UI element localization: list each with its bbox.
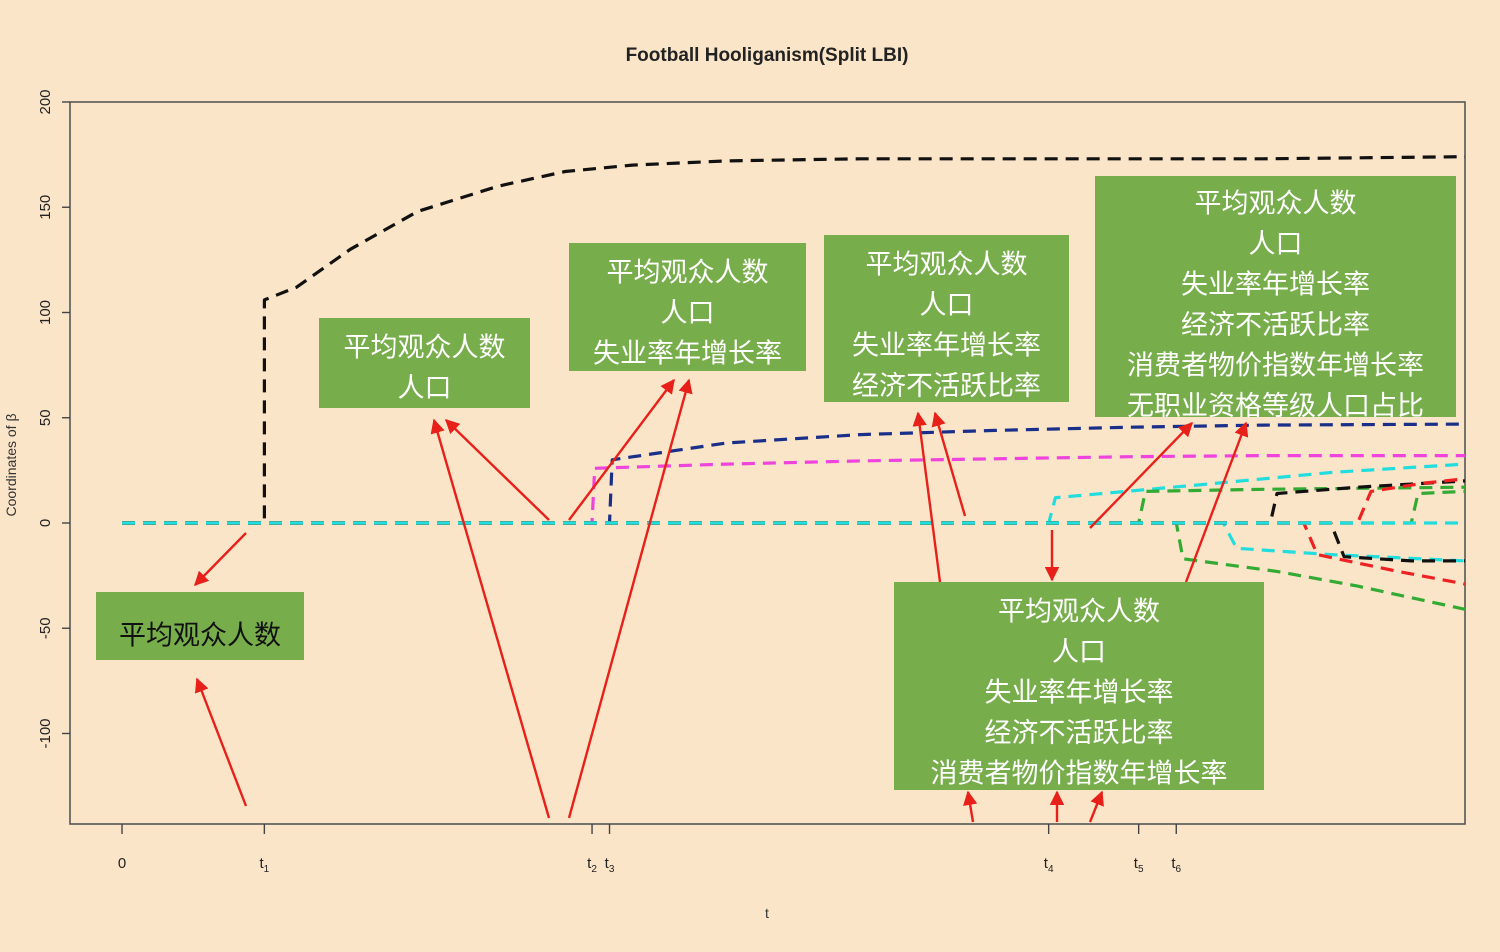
y-tick-label: 150 [37, 195, 54, 220]
annotation-line: 失业率年增长率 [852, 331, 1041, 362]
x-tick-label: t6 [1171, 855, 1181, 875]
y-tick-label: -50 [37, 617, 54, 639]
series-line-1 [122, 155, 1466, 525]
annotation-line: 经济不活跃比率 [985, 718, 1174, 749]
annotation-arrow [1088, 790, 1104, 823]
annotation-line: 平均观众人数 [607, 258, 769, 289]
series-line-10 [122, 521, 1466, 586]
annotation-arrow [1089, 421, 1194, 529]
annotation-line: 经济不活跃比率 [1181, 310, 1370, 341]
series-line-3 [122, 454, 1465, 525]
annotation-box-4 [824, 235, 1069, 402]
annotation-arrow [568, 378, 675, 521]
y-tick-label: 50 [37, 409, 54, 426]
series-line-8 [122, 479, 1466, 525]
y-tick-label: 100 [37, 300, 54, 325]
series-line-2 [122, 422, 1466, 525]
annotation-line: 无职业资格等级人口占比 [1127, 391, 1424, 422]
annotation-line: 人口 [920, 290, 974, 321]
annotation-line: 平均观众人数 [344, 333, 506, 364]
x-tick-label: 0 [118, 855, 126, 872]
series-line-5 [122, 485, 1466, 525]
x-tick-label: t5 [1134, 855, 1144, 875]
annotation-line: 平均观众人数 [866, 250, 1028, 281]
series-line-11 [122, 477, 1466, 525]
annotation-line: 人口 [661, 298, 715, 329]
series-line-12 [122, 489, 1466, 525]
annotation-arrow [1184, 421, 1249, 583]
series-line-7 [122, 521, 1466, 563]
y-tick-label: 200 [37, 89, 54, 114]
y-tick-label: 0 [37, 519, 54, 527]
y-tick-label: -100 [37, 718, 54, 748]
plot-frame [69, 101, 1466, 825]
annotation-line: 人口 [1249, 229, 1303, 260]
x-tick-label: t2 [587, 855, 597, 875]
annotation-line: 人口 [1052, 637, 1106, 668]
annotation-box-6 [894, 582, 1264, 790]
annotation-arrow [193, 532, 247, 587]
series-line-9 [122, 521, 1465, 563]
annotation-arrow [430, 418, 551, 819]
x-tick-label: t3 [605, 855, 615, 875]
annotation-box-3 [569, 243, 806, 371]
annotation-line: 人口 [398, 373, 452, 404]
annotation-line: 经济不活跃比率 [852, 371, 1041, 402]
annotation-arrow [912, 411, 942, 583]
annotation-arrow [963, 790, 978, 823]
annotation-line: 失业率年增长率 [593, 339, 782, 370]
chart-title: Football Hooliganism(Split LBI) [626, 45, 909, 66]
annotation-arrow [444, 418, 550, 521]
annotation-box-2 [319, 318, 530, 408]
y-axis-label: Coordinates of β [3, 414, 19, 517]
annotation-arrow [194, 677, 248, 807]
annotation-line: 消费者物价指数年增长率 [1127, 351, 1424, 382]
series-line-4 [122, 462, 1466, 525]
x-tick-label: t4 [1044, 855, 1054, 875]
annotation-box-5 [1095, 176, 1456, 417]
annotation-line: 失业率年增长率 [1181, 270, 1370, 301]
annotation-arrow [567, 378, 693, 819]
annotation-arrow [931, 411, 967, 517]
series-line-6 [122, 521, 1466, 611]
annotation-line: 平均观众人数 [998, 597, 1160, 628]
x-tick-label: t1 [259, 855, 269, 875]
annotation-line: 平均观众人数 [1195, 189, 1357, 220]
annotation-line: 平均观众人数 [119, 621, 281, 652]
x-axis-label: t [765, 905, 769, 921]
annotation-line: 消费者物价指数年增长率 [931, 759, 1228, 790]
annotation-line: 失业率年增长率 [985, 678, 1174, 709]
annotation-box-1 [96, 592, 304, 660]
